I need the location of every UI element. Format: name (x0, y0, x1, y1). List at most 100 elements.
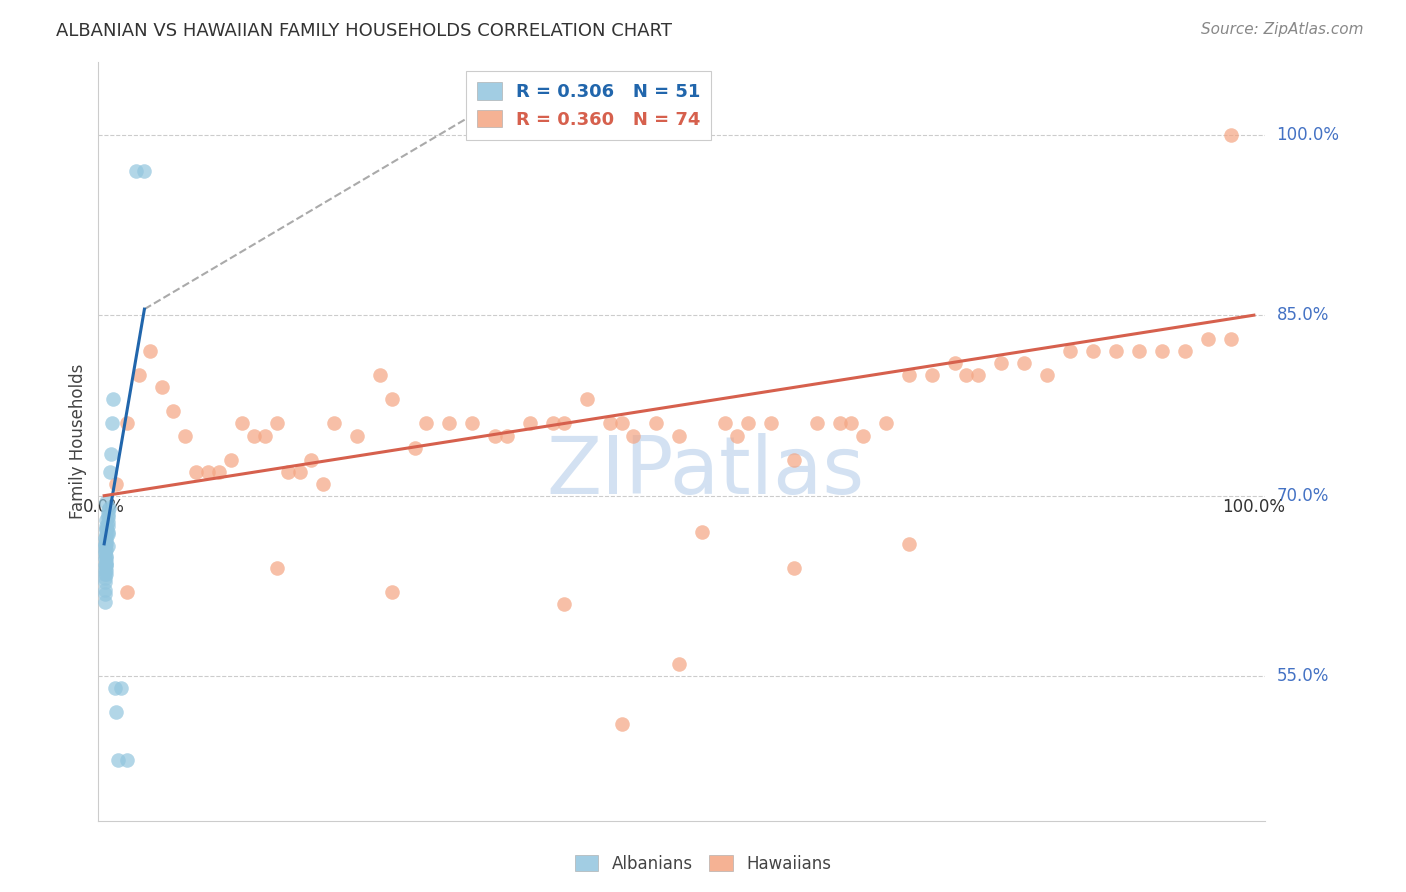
Point (519, 417, 541, 431)
Point (97, 539, 120, 553)
Point (266, 561, 288, 575)
Point (94, 558, 117, 573)
Point (115, 417, 138, 431)
Point (621, 428, 644, 442)
Point (852, 428, 875, 442)
Point (97, 507, 120, 521)
Point (97, 518, 120, 533)
Point (921, 368, 943, 383)
Point (94, 546, 117, 560)
Point (576, 392, 599, 407)
Point (645, 417, 668, 431)
Point (875, 417, 897, 431)
Text: ZIPatlas: ZIPatlas (546, 433, 865, 511)
Point (610, 717, 633, 731)
Point (128, 368, 150, 383)
Point (219, 452, 242, 467)
Point (368, 368, 391, 383)
Point (610, 417, 633, 431)
Point (1012, 356, 1035, 370)
Text: 0.0%: 0.0% (83, 499, 125, 516)
Point (103, 392, 125, 407)
Text: 100.0%: 100.0% (1222, 499, 1285, 516)
Point (668, 657, 690, 672)
Point (94, 537, 117, 551)
Point (381, 585, 404, 599)
Point (96, 551, 118, 566)
Point (484, 428, 506, 442)
Point (495, 428, 517, 442)
Point (115, 585, 138, 599)
Point (668, 428, 690, 442)
Point (898, 368, 921, 383)
Point (94, 566, 117, 581)
Point (1219, 128, 1241, 142)
Point (94, 539, 117, 553)
Text: 85.0%: 85.0% (1277, 306, 1329, 324)
Point (96, 522, 118, 536)
Point (110, 681, 132, 696)
Point (1219, 332, 1241, 346)
Point (94, 587, 117, 601)
Point (1197, 332, 1219, 346)
Point (97, 500, 120, 515)
Point (94, 570, 117, 584)
Point (783, 561, 806, 575)
Point (96, 542, 118, 557)
Point (97, 510, 120, 524)
Point (97, 524, 120, 539)
Point (1174, 344, 1197, 359)
Point (1036, 368, 1059, 383)
Point (783, 452, 806, 467)
Point (955, 368, 977, 383)
Point (96, 555, 118, 569)
Point (125, 163, 148, 178)
Point (299, 452, 322, 467)
Point (599, 417, 621, 431)
Point (96, 531, 118, 545)
Point (96, 518, 118, 533)
Point (96, 527, 118, 541)
Point (725, 428, 748, 442)
Point (107, 754, 129, 768)
Point (381, 392, 404, 407)
Point (714, 417, 737, 431)
Point (96, 534, 118, 549)
Point (96, 513, 118, 527)
Point (96, 558, 118, 573)
Point (690, 524, 713, 539)
Point (277, 465, 299, 479)
Point (254, 428, 277, 442)
Point (94, 551, 117, 566)
Text: ALBANIAN VS HAWAIIAN FAMILY HOUSEHOLDS CORRELATION CHART: ALBANIAN VS HAWAIIAN FAMILY HOUSEHOLDS C… (56, 22, 672, 40)
Y-axis label: Family Households: Family Households (69, 364, 87, 519)
Point (346, 428, 368, 442)
Point (98, 465, 121, 479)
Point (162, 404, 184, 418)
Point (1150, 344, 1173, 359)
Point (94, 582, 117, 597)
Point (806, 417, 828, 431)
Point (173, 428, 195, 442)
Point (94, 594, 117, 608)
Point (94, 575, 117, 590)
Point (1105, 344, 1128, 359)
Point (759, 417, 782, 431)
Point (943, 356, 966, 370)
Point (96, 494, 118, 508)
Point (737, 417, 759, 431)
Point (96, 549, 118, 563)
Legend: Albanians, Hawaiians: Albanians, Hawaiians (568, 848, 838, 880)
Point (242, 428, 264, 442)
Point (100, 446, 122, 460)
Point (288, 465, 311, 479)
Point (990, 356, 1012, 370)
Point (1059, 344, 1081, 359)
Point (97, 515, 120, 529)
Point (1128, 344, 1150, 359)
Point (101, 417, 124, 431)
Point (94, 542, 117, 557)
Point (208, 465, 231, 479)
Point (150, 380, 173, 394)
Point (96, 558, 118, 573)
